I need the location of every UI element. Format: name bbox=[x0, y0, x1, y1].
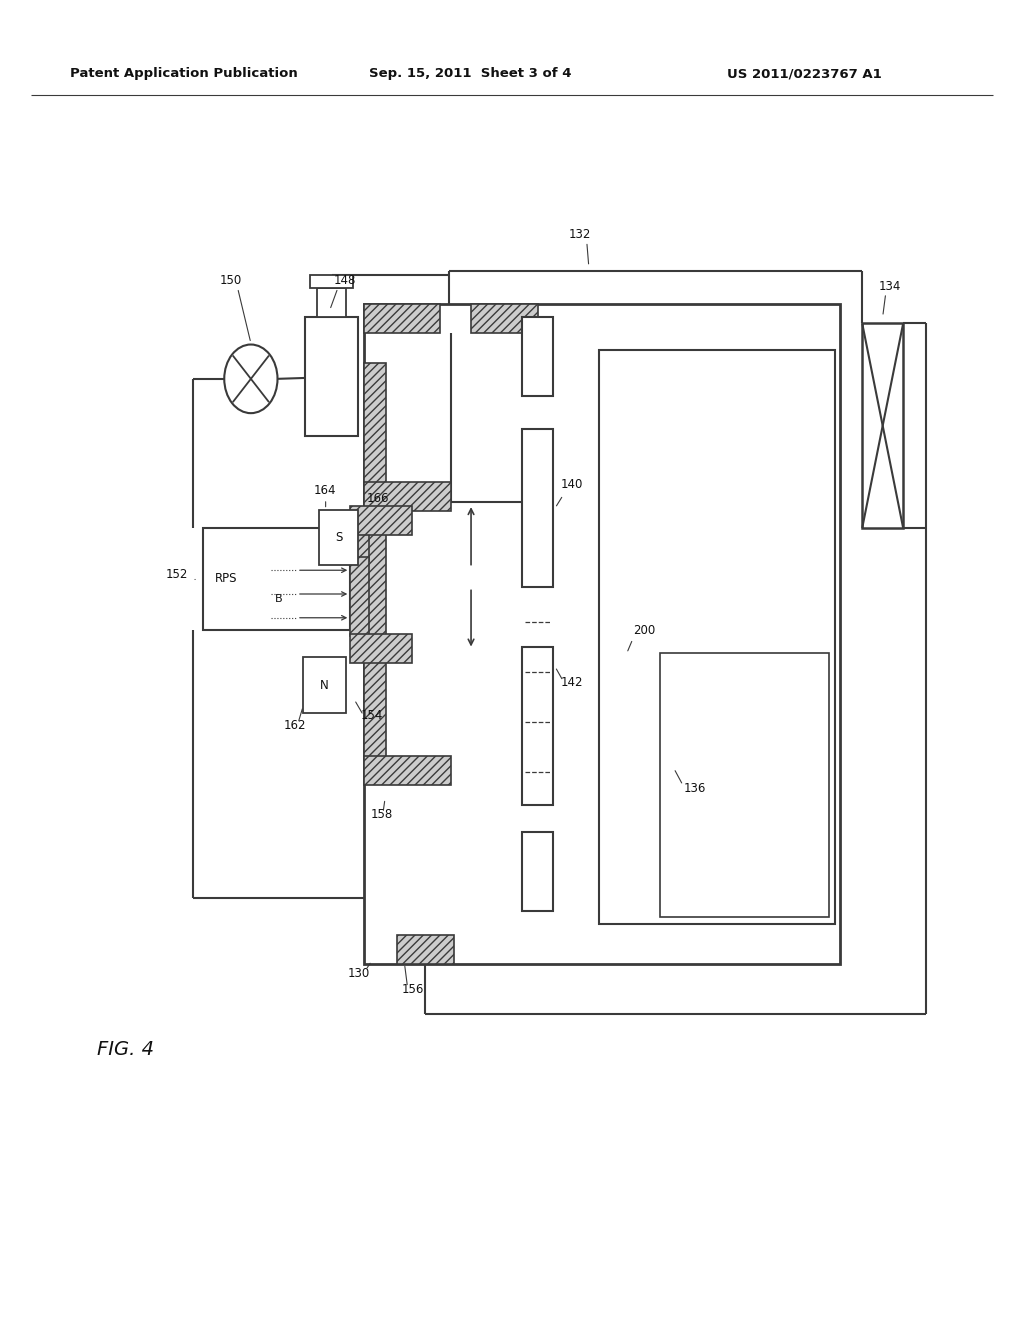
Text: Patent Application Publication: Patent Application Publication bbox=[70, 67, 297, 81]
Text: 134: 134 bbox=[879, 280, 901, 293]
Text: 132: 132 bbox=[568, 227, 591, 240]
Bar bbox=[397, 935, 454, 964]
Bar bbox=[364, 363, 386, 759]
Bar bbox=[522, 832, 553, 911]
Bar bbox=[305, 317, 358, 436]
Bar bbox=[364, 304, 440, 333]
Text: 200: 200 bbox=[633, 623, 655, 636]
Bar bbox=[660, 653, 829, 917]
Text: 164: 164 bbox=[313, 483, 336, 496]
Text: 150: 150 bbox=[220, 273, 243, 286]
Text: RPS: RPS bbox=[215, 573, 238, 585]
Bar bbox=[522, 429, 553, 587]
Bar bbox=[364, 304, 840, 964]
Text: 154: 154 bbox=[360, 709, 383, 722]
Text: S: S bbox=[335, 531, 343, 544]
Bar bbox=[364, 482, 451, 511]
Bar bbox=[862, 323, 903, 528]
Bar bbox=[319, 510, 358, 565]
Text: Sep. 15, 2011  Sheet 3 of 4: Sep. 15, 2011 Sheet 3 of 4 bbox=[369, 67, 571, 81]
Text: 148: 148 bbox=[334, 273, 356, 286]
Bar bbox=[317, 288, 346, 317]
Text: 142: 142 bbox=[561, 676, 584, 689]
Bar bbox=[350, 528, 369, 561]
Text: US 2011/0223767 A1: US 2011/0223767 A1 bbox=[727, 67, 882, 81]
Text: 156: 156 bbox=[401, 982, 424, 995]
Bar bbox=[599, 350, 835, 924]
Bar bbox=[350, 506, 412, 535]
Bar bbox=[471, 304, 538, 333]
Bar bbox=[303, 657, 346, 713]
Bar bbox=[350, 634, 412, 663]
Bar bbox=[310, 275, 353, 288]
Text: 130: 130 bbox=[348, 966, 371, 979]
Text: 166: 166 bbox=[367, 491, 389, 504]
Bar bbox=[350, 557, 369, 636]
Bar bbox=[522, 317, 553, 396]
Text: 136: 136 bbox=[684, 781, 707, 795]
Text: 152: 152 bbox=[166, 568, 188, 581]
Text: FIG. 4: FIG. 4 bbox=[97, 1040, 155, 1059]
Text: 140: 140 bbox=[561, 478, 584, 491]
Text: N: N bbox=[321, 678, 329, 692]
Bar bbox=[203, 528, 350, 630]
Text: 162: 162 bbox=[284, 718, 306, 731]
Text: 158: 158 bbox=[371, 808, 393, 821]
Bar bbox=[364, 756, 451, 785]
Bar bbox=[522, 647, 553, 805]
Text: B: B bbox=[274, 594, 282, 605]
